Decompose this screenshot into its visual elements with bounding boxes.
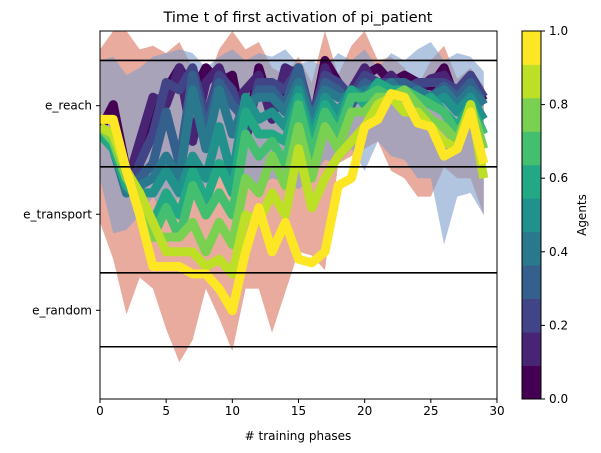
colorbar-tick-label: 0.4 xyxy=(549,245,568,259)
colorbar-segment xyxy=(522,31,541,65)
threshold-lines-layer xyxy=(100,59,497,348)
agent-lines-layer xyxy=(100,55,489,316)
x-tick-label: 0 xyxy=(96,404,104,418)
y-tick-label: e_reach xyxy=(45,99,92,113)
colorbar-tick-label: 0.0 xyxy=(549,392,568,406)
chart-title: Time t of first activation of pi_patient xyxy=(162,10,432,26)
colorbar-ticks: 0.0 0.2 0.4 0.6 0.8 1.0 xyxy=(541,24,568,406)
colorbar-tick-label: 1.0 xyxy=(549,24,568,38)
colorbar-segment xyxy=(522,131,541,166)
colorbar xyxy=(521,30,542,400)
colorbar-segment xyxy=(522,231,541,266)
colorbar-segment xyxy=(522,298,541,333)
y-tick-label: e_random xyxy=(32,303,92,317)
x-tick-label: 15 xyxy=(291,404,306,418)
y-axis-ticks: e_reach e_transport e_random xyxy=(23,99,100,317)
colorbar-segment xyxy=(522,97,541,132)
x-tick-label: 20 xyxy=(357,404,372,418)
x-tick-label: 5 xyxy=(162,404,170,418)
x-tick-label: 10 xyxy=(225,404,240,418)
colorbar-segment xyxy=(522,198,541,233)
x-tick-label: 25 xyxy=(423,404,438,418)
colorbar-frame xyxy=(521,30,542,400)
colorbar-segment xyxy=(522,265,541,300)
colorbar-tick-label: 0.2 xyxy=(549,318,568,332)
colorbar-label: Agents xyxy=(575,194,589,236)
colorbar-segment xyxy=(522,64,541,99)
colorbar-segment xyxy=(522,365,541,400)
x-tick-label: 30 xyxy=(489,404,504,418)
y-tick-label: e_transport xyxy=(23,207,92,221)
colorbar-segment xyxy=(522,164,541,199)
colorbar-tick-label: 0.6 xyxy=(549,171,568,185)
x-axis-ticks: 0 5 10 15 20 25 30 xyxy=(96,399,505,418)
colorbar-tick-label: 0.8 xyxy=(549,98,568,112)
agent-line-7 xyxy=(100,85,488,242)
agent-line-10 xyxy=(100,89,489,316)
agent-line-9 xyxy=(100,92,489,279)
colorbar-segment xyxy=(522,332,541,366)
x-axis-label: # training phases xyxy=(245,429,352,443)
